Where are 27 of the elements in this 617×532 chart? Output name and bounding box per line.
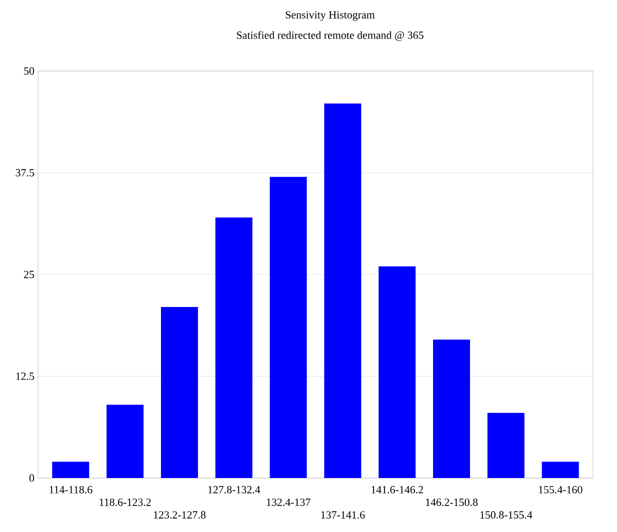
bar xyxy=(542,462,579,478)
bar xyxy=(270,176,307,478)
x-tick-label: 137-141.6 xyxy=(321,511,365,519)
x-tick-label: 155.4-160 xyxy=(538,486,582,494)
x-tick-label: 114-118.6 xyxy=(50,486,92,494)
x-tick-label: 146.2-150.8 xyxy=(426,498,478,506)
x-tick-label: 132.4-137 xyxy=(266,498,310,506)
x-tick-label: 123.2-127.8 xyxy=(154,511,206,519)
y-tick-label: 25 xyxy=(24,270,34,278)
bar xyxy=(106,404,144,478)
chart-title: Sensivity Histogram xyxy=(286,11,375,21)
x-tick-label: 127.8-132.4 xyxy=(208,486,260,494)
bar xyxy=(52,462,90,478)
bar xyxy=(324,104,362,478)
bar xyxy=(433,340,470,478)
x-tick-label: 141.6-146.2 xyxy=(372,486,423,494)
chart-subtitle: Satisfied redirected remote demand @ 365 xyxy=(236,31,424,41)
bar xyxy=(378,266,416,478)
bar xyxy=(215,218,252,478)
y-tick-label: 12.5 xyxy=(16,372,34,380)
y-tick-label: 0 xyxy=(29,474,34,482)
bar xyxy=(487,412,524,478)
x-tick-label: 150.8-155.4 xyxy=(480,511,532,519)
y-tick-label: 50 xyxy=(24,67,34,75)
y-tick-label: 37.5 xyxy=(16,169,34,176)
x-tick-label: 118.6-123.2 xyxy=(100,498,151,506)
bar xyxy=(160,307,198,478)
